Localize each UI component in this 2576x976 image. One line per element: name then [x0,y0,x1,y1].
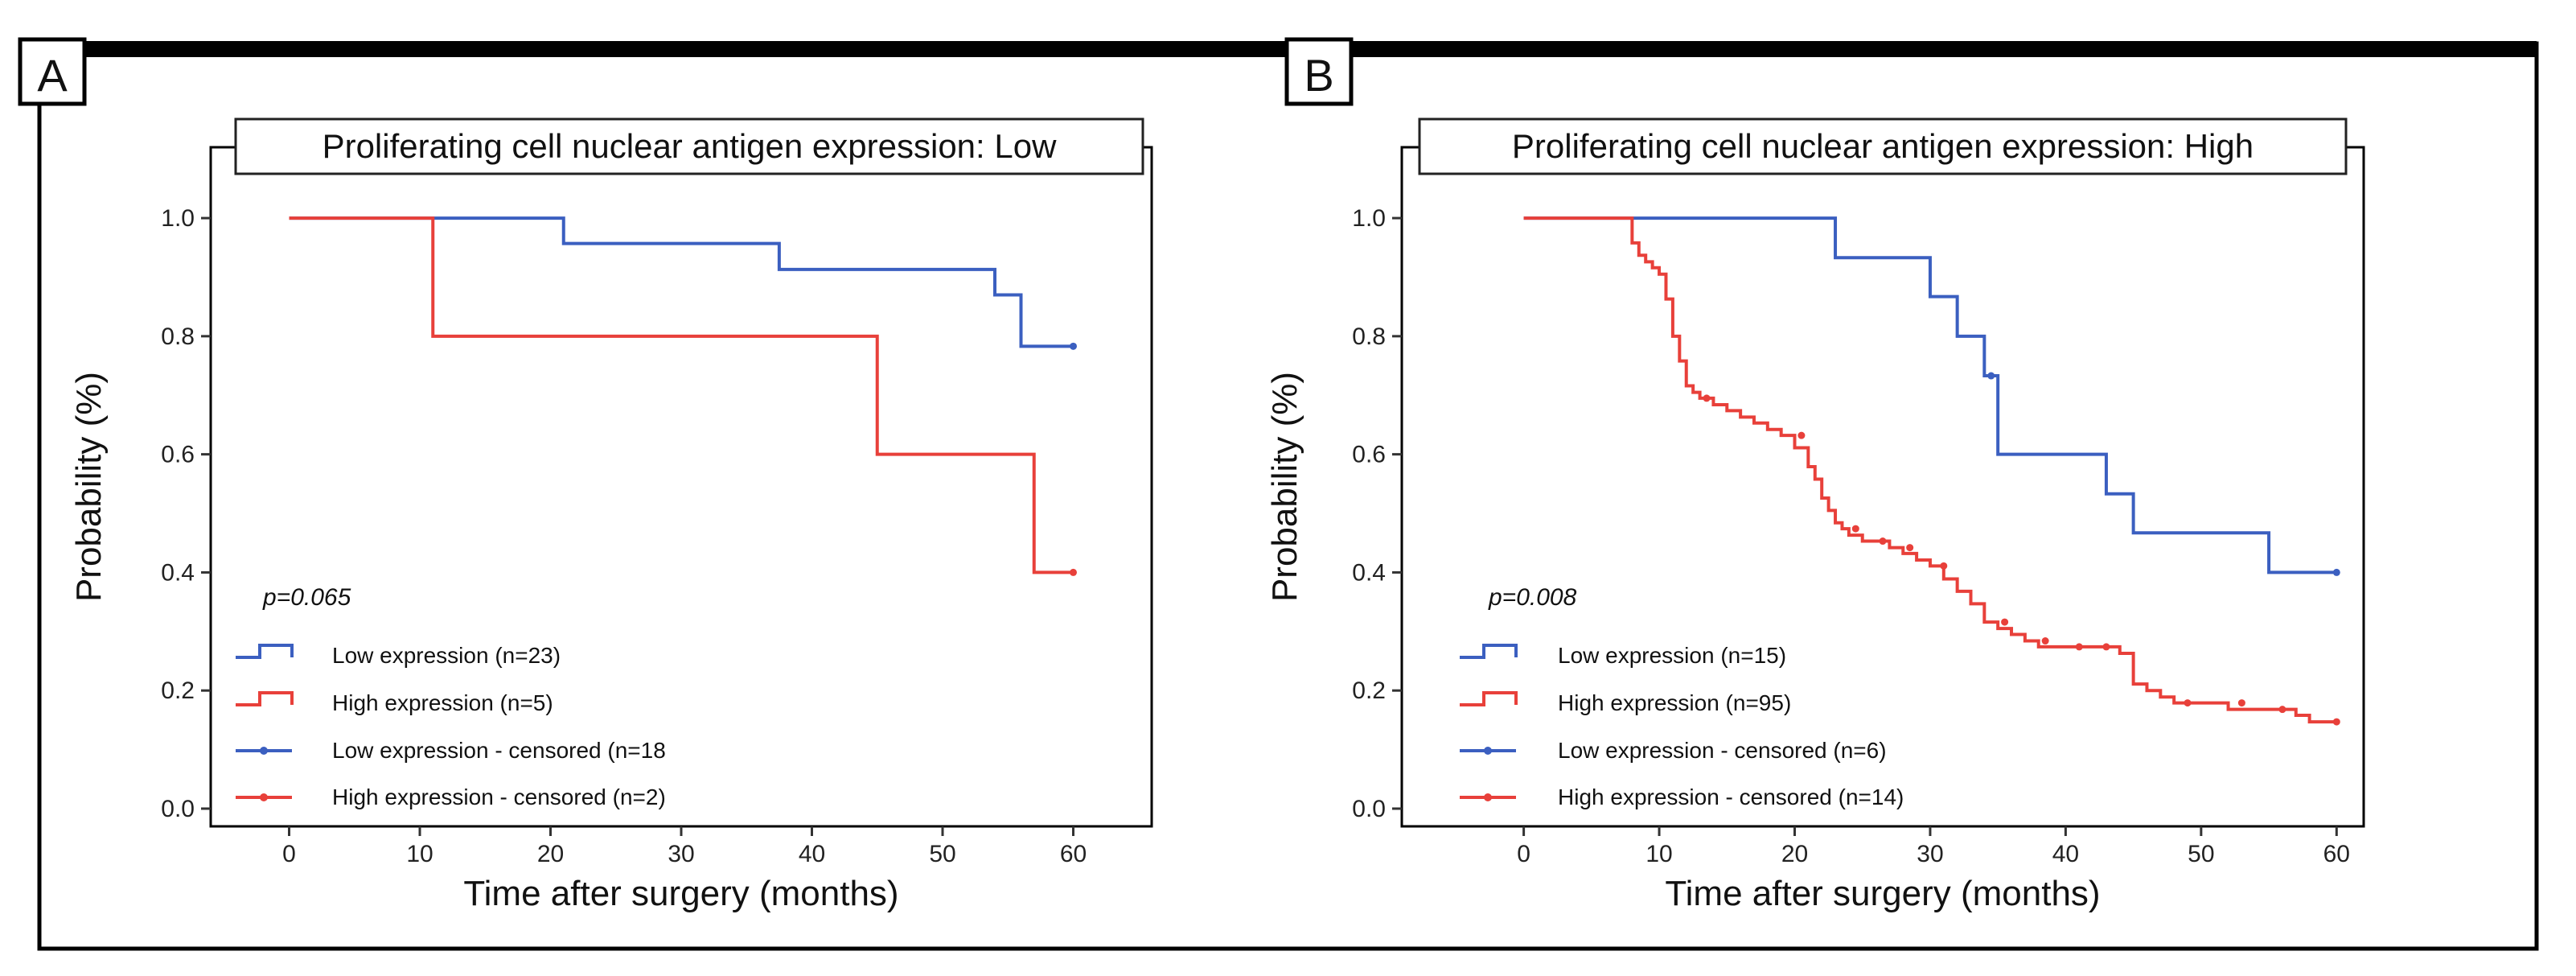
x-tick-label: 0 [1517,841,1530,867]
y-tick-label: 1.0 [161,205,195,232]
y-axis-label: Probability (%) [69,372,109,602]
y-axis-label: Probability (%) [1265,372,1304,602]
series-line-high [1523,216,2337,724]
censored-point-high [2278,706,2286,714]
legend-label-high-censored: High expression - censored (n=2) [332,785,666,809]
legend-label-low-censored: Low expression - censored (n=18 [332,738,666,763]
censored-point-high [2332,718,2340,726]
x-tick-label: 40 [2052,841,2079,867]
x-tick-label: 60 [1060,841,1087,867]
censored-point-high [1070,568,1077,576]
censored-point-high [2075,643,2083,651]
x-tick-label: 10 [1645,841,1672,867]
plot-frame [1400,146,2365,828]
censored-point-high [2001,618,2009,626]
censored-point-low [2332,568,2340,576]
legend-label-high-censored: High expression - censored (n=14) [1558,785,1904,809]
x-tick-label: 0 [282,841,296,867]
y-tick-label: 1.0 [1352,205,1386,232]
censored-point-high [1879,537,1887,546]
x-tick-label: 30 [668,841,694,867]
y-tick-label: 0.8 [1352,323,1386,350]
x-tick-label: 40 [799,841,825,867]
censored-point-high [1703,394,1711,402]
panel-b: B Proliferating cell nuclear antigen exp… [1265,37,2365,913]
x-tick-label: 50 [929,841,955,867]
panel-title-box [234,117,1144,175]
panel-title: Proliferating cell nuclear antigen expre… [1512,127,2253,165]
legend-swatch-low [236,644,294,659]
series-line-high [289,216,1074,574]
legend: Low expression (n=23) High expression (n… [236,643,666,809]
y-tick-label: 0.4 [161,559,195,586]
censored-point-high [2237,699,2245,707]
y-tick-label: 0.6 [161,442,195,468]
x-tick-label: 10 [406,841,433,867]
censored-point-high [1851,525,1859,533]
y-tick-label: 0.0 [1352,796,1386,822]
legend-swatch-high [236,691,294,706]
censored-point-high [1906,544,1914,552]
y-tick-label: 0.4 [1352,559,1386,586]
legend-label-high: High expression (n=95) [1558,690,1791,715]
legend-label-high: High expression (n=5) [332,690,553,715]
legend-label-low: Low expression (n=15) [1558,643,1786,668]
panel-letter-box [18,37,87,106]
x-tick-label: 60 [2323,841,2350,867]
panel-letter: A [37,50,68,101]
x-axis-label: Time after surgery (months) [1665,874,2100,913]
censored-point-high [1797,431,1806,439]
y-tick-label: 0.0 [161,796,195,822]
legend-label-low-censored: Low expression - censored (n=6) [1558,738,1887,763]
axes: 0 10 20 30 40 50 60 0.0 0.2 0.4 0.6 0.8 1.0 [161,205,1087,867]
legend-swatch-low [1460,644,1518,659]
axes: 0 10 20 30 40 50 60 0.0 0.2 0.4 0.6 0.8 1.0 [1352,205,2350,867]
series-line-low [289,216,1074,348]
x-tick-label: 50 [2188,841,2214,867]
series-layer [1523,216,2340,726]
censored-point-low [1070,342,1077,350]
censored-point-low [1987,372,1995,380]
x-axis-label: Time after surgery (months) [463,874,898,913]
y-tick-label: 0.8 [161,323,195,350]
censored-point-high [2102,643,2110,651]
legend-marker-low-censored [1484,747,1492,755]
censored-point-high [2184,699,2192,707]
legend: Low expression (n=15) High expression (n… [1460,643,1904,809]
y-tick-label: 0.2 [1352,677,1386,704]
panel-title-box [1418,117,2348,175]
legend-swatch-high [1460,691,1518,706]
panel-letter: B [1304,50,1333,101]
censored-point-high [1940,562,1948,570]
x-tick-label: 20 [537,841,564,867]
panel-title: Proliferating cell nuclear antigen expre… [323,127,1058,165]
x-tick-label: 30 [1917,841,1943,867]
y-tick-label: 0.6 [1352,442,1386,468]
legend-marker-high-censored [1484,793,1492,801]
plot-frame [209,146,1153,828]
p-value: p=0.008 [1488,584,1577,611]
censored-point-high [2041,637,2049,645]
y-tick-label: 0.2 [161,677,195,704]
legend-label-low: Low expression (n=23) [332,643,561,668]
p-value: p=0.065 [262,584,351,611]
legend-marker-low-censored [260,747,268,755]
legend-marker-high-censored [260,793,268,801]
panel-a: A Proliferating cell nuclear antigen exp… [18,37,1153,913]
series-layer [289,216,1077,576]
x-tick-label: 20 [1781,841,1808,867]
panel-letter-box [1284,37,1354,106]
